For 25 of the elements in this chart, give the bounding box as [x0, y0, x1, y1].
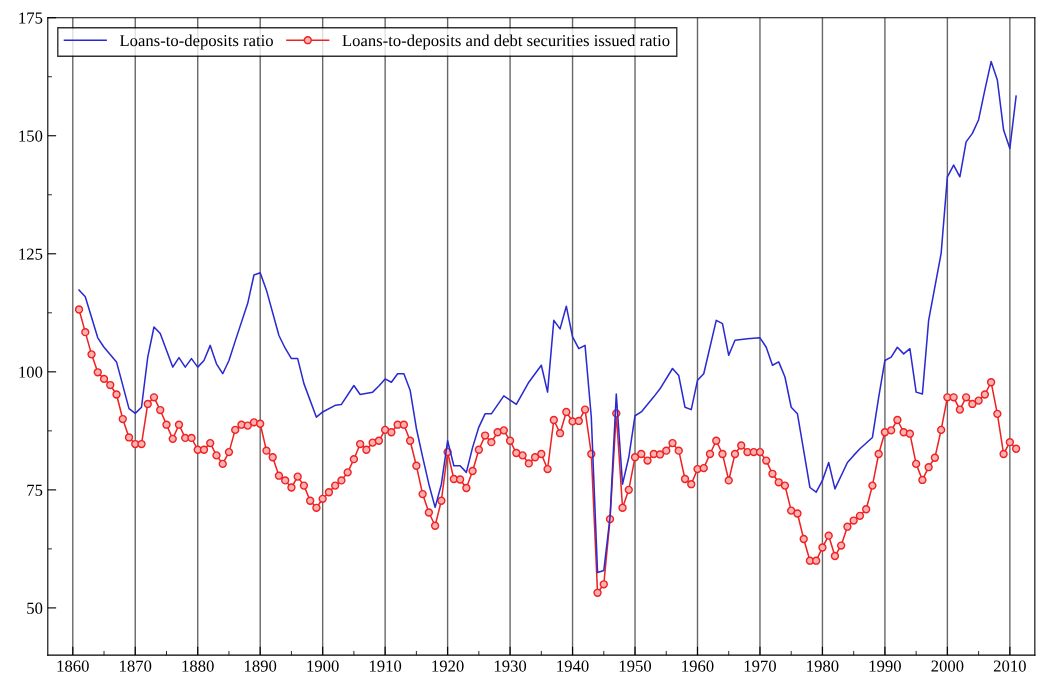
legend-label: Loans-to-deposits ratio: [119, 34, 273, 50]
x-tick-label: 1930: [494, 660, 527, 672]
x-tick-label: 1960: [682, 660, 714, 672]
y-tick-label: 75: [27, 484, 43, 496]
x-tick-label: 1990: [869, 660, 901, 672]
y-tick-label: 150: [19, 130, 43, 142]
x-tick-label: 1900: [307, 660, 339, 672]
y-tick-label: 175: [19, 12, 43, 24]
x-tick-label: 2000: [931, 660, 964, 672]
x-tick-label: 1860: [57, 660, 89, 672]
y-tick-label: 125: [19, 248, 43, 260]
x-tick-label: 2010: [993, 660, 1026, 672]
x-tick-label: 1920: [432, 660, 464, 672]
x-tick-label: 1870: [120, 660, 152, 672]
x-tick-label: 1970: [744, 660, 776, 672]
x-tick-label: 1950: [619, 660, 652, 672]
y-tick-label: 100: [19, 366, 43, 378]
x-tick-label: 1880: [182, 660, 214, 672]
x-tick-label: 1940: [557, 660, 589, 672]
x-tick-label: 1910: [369, 660, 402, 672]
x-tick-label: 1890: [245, 660, 277, 672]
legend-label: Loans-to-deposits and debt securities issued ratio: [342, 34, 670, 50]
line-series: [78, 60, 1017, 574]
y-tick-label: 50: [27, 602, 43, 614]
x-tick-label: 1980: [807, 660, 839, 672]
